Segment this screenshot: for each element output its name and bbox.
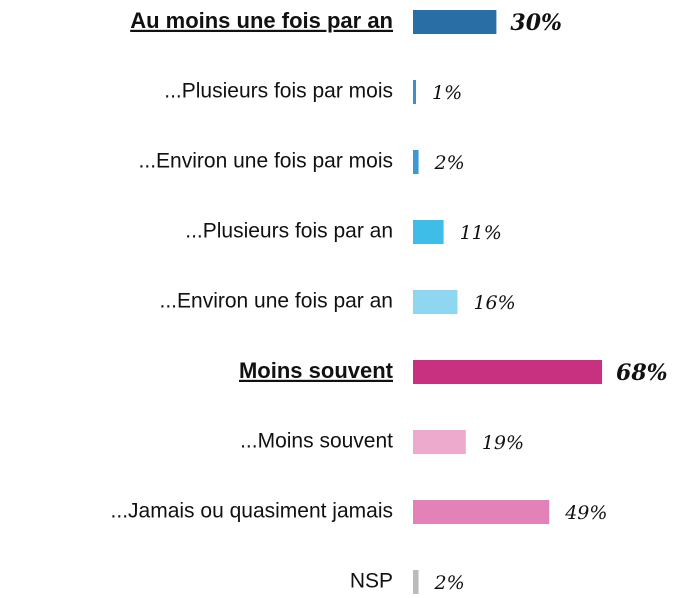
category-label: ...Moins souvent	[240, 430, 393, 453]
bar	[413, 290, 458, 314]
value-label: 11%	[460, 222, 502, 244]
category-label: ...Jamais ou quasiment jamais	[111, 500, 393, 523]
value-label: 16%	[473, 292, 515, 314]
bar	[413, 430, 466, 454]
category-label: NSP	[350, 570, 393, 593]
category-label: ...Plusieurs fois par mois	[164, 80, 393, 103]
value-label: 30%	[510, 10, 562, 36]
value-label: 2%	[434, 572, 465, 594]
category-label: Au moins une fois par an	[130, 8, 393, 33]
category-label: ...Environ une fois par mois	[139, 150, 393, 173]
bar	[413, 150, 419, 174]
bar	[413, 220, 444, 244]
value-label: 49%	[564, 502, 607, 524]
bar	[413, 360, 603, 384]
bar	[413, 570, 419, 594]
bar	[413, 80, 416, 104]
category-label: ...Plusieurs fois par an	[185, 220, 393, 243]
bar	[413, 10, 497, 34]
bar	[413, 500, 550, 524]
value-label: 2%	[434, 152, 465, 174]
value-label: 19%	[482, 432, 524, 454]
value-label: 68%	[616, 360, 668, 386]
value-label: 1%	[432, 82, 462, 104]
category-label: ...Environ une fois par an	[160, 290, 393, 313]
category-label: Moins souvent	[239, 358, 394, 383]
